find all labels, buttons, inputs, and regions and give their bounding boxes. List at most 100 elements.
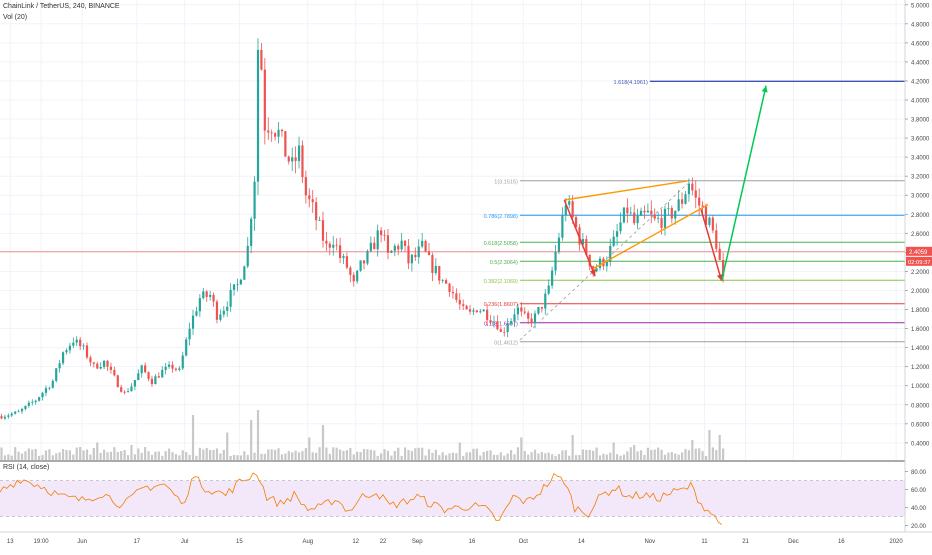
volume-bar — [386, 450, 390, 460]
candle-body — [479, 311, 482, 313]
candle-body — [205, 291, 208, 297]
candle-body — [397, 245, 400, 250]
candle-body — [85, 345, 89, 358]
volume-bar — [10, 455, 13, 460]
volume-bar — [513, 454, 516, 460]
candle-body — [297, 145, 301, 161]
candle-body — [161, 369, 164, 378]
candle-body — [492, 321, 496, 323]
volume-bar — [250, 420, 253, 460]
candle-body — [653, 214, 656, 219]
volume-bar — [150, 454, 154, 460]
candle-body — [472, 310, 475, 312]
volume-bar — [455, 453, 458, 460]
candle-body — [554, 251, 557, 271]
volume-bar — [468, 452, 472, 460]
candle-body — [598, 258, 602, 269]
volume-bar — [31, 449, 34, 460]
volume-bar — [92, 447, 95, 460]
candle-body — [147, 372, 150, 379]
volume-bar — [407, 449, 410, 460]
volume-bar — [564, 450, 567, 460]
volume-bar — [537, 453, 540, 460]
last-price-label: 2.4059 — [909, 250, 928, 256]
candle-body — [667, 208, 670, 209]
candle-body — [3, 416, 7, 419]
volume-bar — [609, 452, 612, 460]
y-tick-label: 0.4000 — [911, 441, 930, 447]
volume-bar — [103, 449, 106, 460]
candle-body — [140, 365, 143, 374]
symbol-legend[interactable]: ChainLink / TetherUS, 240, BINANCE — [3, 3, 120, 10]
candle-body — [698, 197, 701, 206]
candle-body — [256, 49, 260, 182]
fib-level-label: 0.118(1.6607) — [484, 321, 518, 327]
grid — [0, 0, 905, 460]
volume-bar — [694, 448, 697, 460]
candle-body — [486, 309, 489, 321]
volume-bar — [448, 453, 451, 460]
candle-body — [445, 280, 448, 284]
fib-level-label: 1.618(4.1961) — [614, 80, 648, 86]
candle-body — [407, 245, 410, 264]
fib-level-label: 0.786(2.7898) — [484, 214, 518, 220]
fibonacci-levels: 1.618(4.1961) 1(3.1515) 0.786(2.7898) 0.618… — [484, 80, 905, 346]
candle-body — [441, 280, 444, 281]
volume-bar — [530, 452, 533, 460]
volume-bar — [3, 455, 7, 460]
candle-body — [82, 345, 85, 347]
candle-body — [188, 328, 191, 340]
volume-bar — [496, 454, 499, 460]
volume-bar — [704, 455, 708, 460]
volume-bar — [284, 453, 287, 460]
candle-body — [144, 365, 147, 373]
volume-legend[interactable]: Vol (20) — [3, 14, 28, 21]
candle-body — [304, 177, 307, 196]
candle-body — [229, 289, 232, 307]
volume-bar — [287, 451, 290, 460]
candle-body — [232, 284, 236, 290]
volume-bar — [120, 451, 123, 460]
candle-body — [431, 255, 434, 274]
down-arrow — [563, 199, 596, 277]
candle-body — [533, 313, 537, 323]
candle-body — [520, 307, 523, 312]
volume-bar — [106, 452, 109, 460]
x-tick-label: Nov — [644, 539, 655, 545]
candle-body — [41, 392, 44, 398]
candle-body — [335, 244, 338, 246]
candle-body — [677, 199, 680, 211]
candle-body — [61, 352, 65, 364]
candle-body — [209, 294, 212, 297]
candle-body — [260, 49, 263, 70]
candle-body — [311, 199, 314, 203]
last-price-tag — [906, 246, 932, 256]
drawing-annotations — [0, 85, 905, 341]
candle-body — [219, 314, 222, 320]
candle-body — [383, 235, 386, 236]
volume-bar — [602, 453, 605, 460]
x-tick-label: 16 — [469, 539, 476, 545]
x-tick-label: Jun — [77, 539, 87, 545]
volume-bar — [718, 435, 721, 460]
candle-body — [530, 318, 533, 323]
candle-body — [195, 311, 198, 316]
volume-bar — [509, 450, 513, 460]
candle-body — [267, 130, 270, 133]
candle-body — [588, 254, 591, 267]
volume-bar — [17, 451, 20, 460]
volume-bar — [99, 452, 102, 460]
volume-bar — [38, 455, 41, 460]
volume-bar — [383, 449, 386, 460]
rsi-legend[interactable]: RSI (14, close) — [3, 464, 50, 471]
volume-bar — [393, 451, 396, 460]
fib-level-label: 0.618(2.5058) — [484, 241, 518, 247]
candle-body — [718, 248, 721, 260]
volume-bar — [701, 451, 704, 460]
candle-body — [537, 307, 540, 314]
candle-body — [308, 195, 311, 200]
candle-body — [636, 215, 639, 224]
candle-body — [684, 194, 687, 204]
